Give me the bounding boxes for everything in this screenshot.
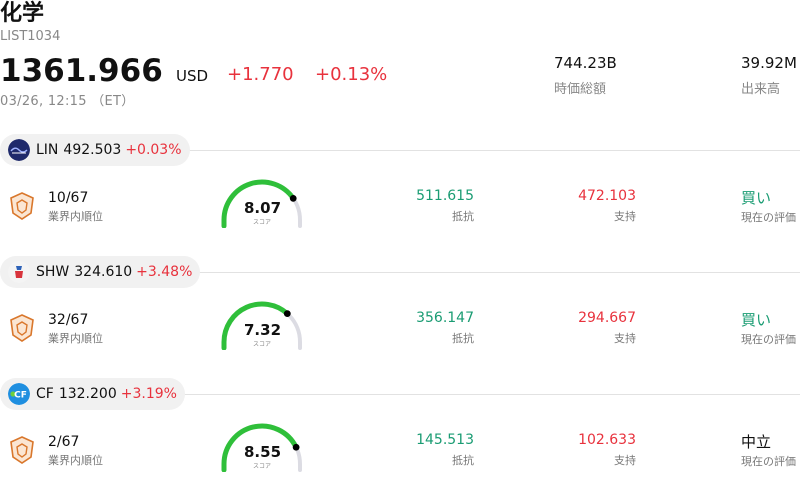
resistance-value: 356.147 [416,310,474,326]
industry-rank-label: 業界内順位 [48,454,103,467]
gauge-fill [221,301,290,351]
score-gauge-svg [221,179,302,229]
index-price: 1361.966 [0,53,163,89]
rating-value: 買い [741,311,772,329]
linde-logo-icon [8,139,30,161]
resistance-value: 511.615 [416,188,474,204]
page-title: 化学 [0,1,45,26]
index-code: LIST1034 [0,29,61,44]
resistance-label: 抵抗 [452,454,474,467]
price-change-percent: +0.13% [315,64,388,85]
resistance-value: 145.513 [416,432,474,448]
sherwin-williams-logo-icon [8,261,30,283]
score-value: 8.07 [244,199,282,217]
stock-pill-cf[interactable]: CF CF 132.200 +3.19% [0,378,185,410]
score-gauge [216,300,308,354]
stock-pill-lin[interactable]: LIN 492.503 +0.03% [0,134,190,166]
support-label: 支持 [614,454,636,467]
score-gauge-svg [221,301,302,351]
svg-text:CF: CF [14,391,27,401]
score-label: スコア [252,219,271,226]
industry-rank: 32/67 [48,312,89,328]
stock-change-percent: +3.19% [120,386,177,402]
score-label: スコア [252,341,271,348]
rating-label: 現在の評価 [741,333,796,346]
resistance-label: 抵抗 [452,332,474,345]
score-gauge-svg [221,423,302,473]
stock-price: 492.503 [63,142,122,158]
market-cap-value: 744.23B [554,54,617,72]
stock-change-percent: +3.48% [136,264,193,280]
stock-symbol: CF [36,386,54,402]
rating-value: 買い [741,189,772,207]
gauge-fill [221,423,299,473]
score-gauge [216,422,308,476]
stock-price: 324.610 [74,264,133,280]
rank-badge-icon [9,313,35,347]
stock-price: 132.200 [58,386,117,402]
stock-change-percent: +0.03% [125,142,182,158]
price-change: +1.770 [227,64,294,85]
industry-rank-label: 業界内順位 [48,210,103,223]
resistance-label: 抵抗 [452,210,474,223]
market-cap-label: 時価総額 [554,82,607,97]
stock-symbol: LIN [36,142,59,158]
cf-industries-logo-icon: CF [8,383,30,405]
industry-rank: 2/67 [48,434,80,450]
volume-label: 出来高 [741,82,781,97]
support-label: 支持 [614,332,636,345]
currency-label: USD [176,67,209,85]
gauge-fill [221,179,296,229]
gauge-marker [292,443,300,451]
rating-label: 現在の評価 [741,211,796,224]
support-label: 支持 [614,210,636,223]
row-separator [180,150,800,151]
score-value: 7.32 [244,321,282,339]
support-value: 294.667 [578,310,636,326]
rating-label: 現在の評価 [741,455,796,468]
score-value: 8.55 [244,443,282,461]
rank-badge-icon [9,435,35,469]
score-label: スコア [252,463,271,470]
rank-badge-icon [9,191,35,225]
stock-pill-shw[interactable]: SHW 324.610 +3.48% [0,256,201,288]
volume-value: 39.92M [741,54,797,72]
support-value: 472.103 [578,188,636,204]
gauge-marker [283,310,291,318]
industry-rank-label: 業界内順位 [48,332,103,345]
timestamp: 03/26, 12:15 （ET） [0,94,135,109]
rating-value: 中立 [741,433,772,451]
row-separator [180,394,800,395]
row-separator [180,272,800,273]
industry-rank: 10/67 [48,190,89,206]
gauge-marker [289,194,297,202]
support-value: 102.633 [578,432,636,448]
score-gauge [216,178,308,232]
stock-symbol: SHW [36,264,70,280]
